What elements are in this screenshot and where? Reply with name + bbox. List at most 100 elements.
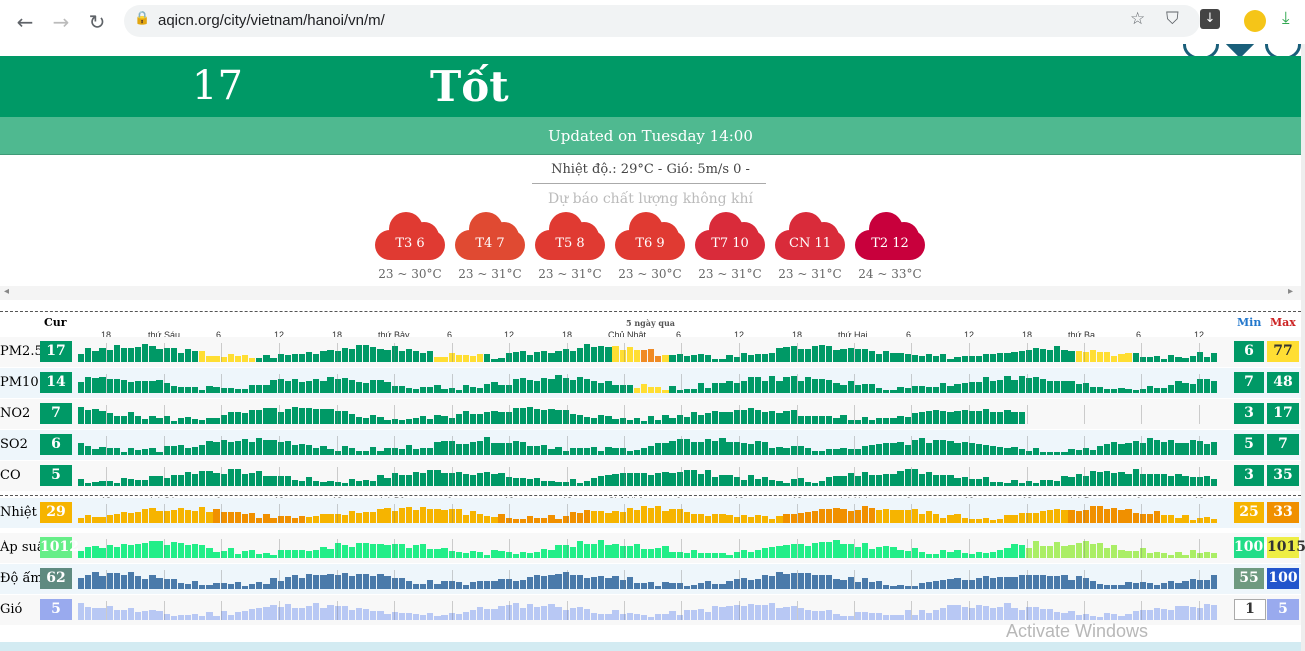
forecast-cloud[interactable]: T4 7: [455, 212, 527, 260]
history-bar: [648, 387, 655, 393]
download-icon[interactable]: ↓: [1200, 9, 1220, 29]
history-bar: [583, 481, 591, 486]
history-bar: [1011, 447, 1018, 455]
history-bar: [1125, 389, 1132, 393]
history-bar: [106, 515, 113, 523]
history-bar: [555, 519, 562, 523]
history-bar: [633, 450, 641, 455]
history-bar: [954, 550, 961, 558]
horizontal-scrollbar[interactable]: ◂ ▸: [0, 286, 1301, 300]
history-bar: [683, 417, 690, 424]
tick-line: [1199, 405, 1200, 424]
history-bar: [1118, 444, 1125, 455]
history-bar: [284, 355, 291, 362]
history-bar: [740, 550, 747, 558]
scroll-right-icon[interactable]: ▸: [1288, 286, 1294, 297]
history-bar: [733, 383, 740, 393]
history-bar: [234, 412, 242, 424]
history-bar: [156, 578, 163, 589]
history-bar: [434, 584, 441, 589]
vertical-scrollbar[interactable]: [1301, 44, 1305, 651]
history-bar: [355, 345, 363, 362]
history-bar: [911, 413, 918, 424]
history-bar: [1047, 350, 1054, 362]
history-bar: [633, 583, 641, 589]
history-bar: [448, 581, 455, 589]
history-bar: [697, 354, 705, 362]
history-bar: [477, 388, 484, 393]
time-tick-label: 12: [1194, 330, 1205, 340]
history-bar: [883, 418, 890, 424]
activate-windows-watermark: Activate Windows: [1006, 621, 1149, 641]
tick-line: [681, 467, 682, 486]
history-bar: [598, 383, 605, 393]
history-bar: [954, 443, 961, 455]
history-bar: [149, 610, 156, 620]
history-bar: [918, 610, 926, 620]
history-bar: [341, 348, 348, 362]
history-bar: [933, 387, 940, 393]
time-tick-label: 18: [792, 330, 803, 340]
forecast-cloud[interactable]: T2 12: [855, 212, 927, 260]
history-bar: [576, 607, 584, 620]
history-bar: [1018, 412, 1025, 424]
scroll-left-icon[interactable]: ◂: [4, 286, 10, 297]
reload-icon[interactable]: ↻: [88, 10, 106, 34]
history-bar: [526, 604, 534, 620]
forecast-cloud[interactable]: T5 8: [535, 212, 607, 260]
forward-icon[interactable]: →: [52, 10, 70, 34]
history-bar: [405, 388, 413, 393]
history-bar: [819, 345, 826, 362]
history-bar: [776, 481, 783, 486]
history-bar: [420, 615, 427, 620]
history-bar: [669, 509, 676, 523]
forecast-cloud[interactable]: CN 11: [775, 212, 847, 260]
history-bar: [1104, 352, 1111, 362]
history-bar: [847, 577, 854, 589]
min-value-box: 1: [1234, 599, 1266, 620]
forecast-cloud[interactable]: T3 6: [375, 212, 447, 260]
history-bar: [961, 356, 968, 362]
forecast-cloud[interactable]: T6 9: [615, 212, 687, 260]
history-bar: [377, 509, 384, 523]
history-bar: [519, 608, 527, 620]
history-bar: [256, 582, 263, 589]
history-bar: [576, 513, 584, 523]
history-bar: [213, 509, 220, 523]
shield-icon[interactable]: ⛉: [1166, 9, 1179, 29]
history-bar: [85, 515, 92, 523]
history-bar: [85, 446, 92, 455]
star-icon[interactable]: ☆: [1130, 9, 1146, 29]
history-bar: [1168, 440, 1175, 455]
tick-line: [509, 405, 510, 424]
history-bar: [277, 476, 284, 486]
download-arrow-icon[interactable]: ⤓: [1282, 8, 1290, 28]
tick-line: [1084, 436, 1085, 455]
history-bar: [797, 608, 804, 620]
history-bar: [227, 548, 234, 558]
history-bar: [455, 614, 462, 620]
history-bar: [149, 416, 156, 424]
tick-line: [164, 374, 165, 393]
history-bar: [1189, 550, 1196, 558]
history-bar: [676, 472, 683, 486]
history-bar: [427, 509, 434, 523]
history-bar: [512, 603, 519, 620]
back-icon[interactable]: ←: [16, 10, 34, 34]
history-bar: [427, 419, 434, 424]
history-bar: [213, 442, 220, 455]
history-bar: [747, 475, 755, 486]
tick-line: [1141, 405, 1142, 424]
history-bar: [92, 482, 99, 486]
forecast-cloud[interactable]: T7 10: [695, 212, 767, 260]
address-bar[interactable]: 🔒 aqicn.org/city/vietnam/hanoi/vn/m/ ☆ ⛉…: [124, 5, 1220, 37]
history-bar: [156, 349, 163, 362]
min-value-box: 7: [1234, 372, 1264, 393]
history-bar: [177, 418, 185, 424]
history-bar: [626, 347, 633, 362]
history-bar: [562, 349, 569, 362]
history-bar: [911, 548, 918, 558]
history-bar: [690, 610, 698, 620]
tick-line: [452, 436, 453, 455]
extension-icon[interactable]: [1244, 10, 1266, 32]
